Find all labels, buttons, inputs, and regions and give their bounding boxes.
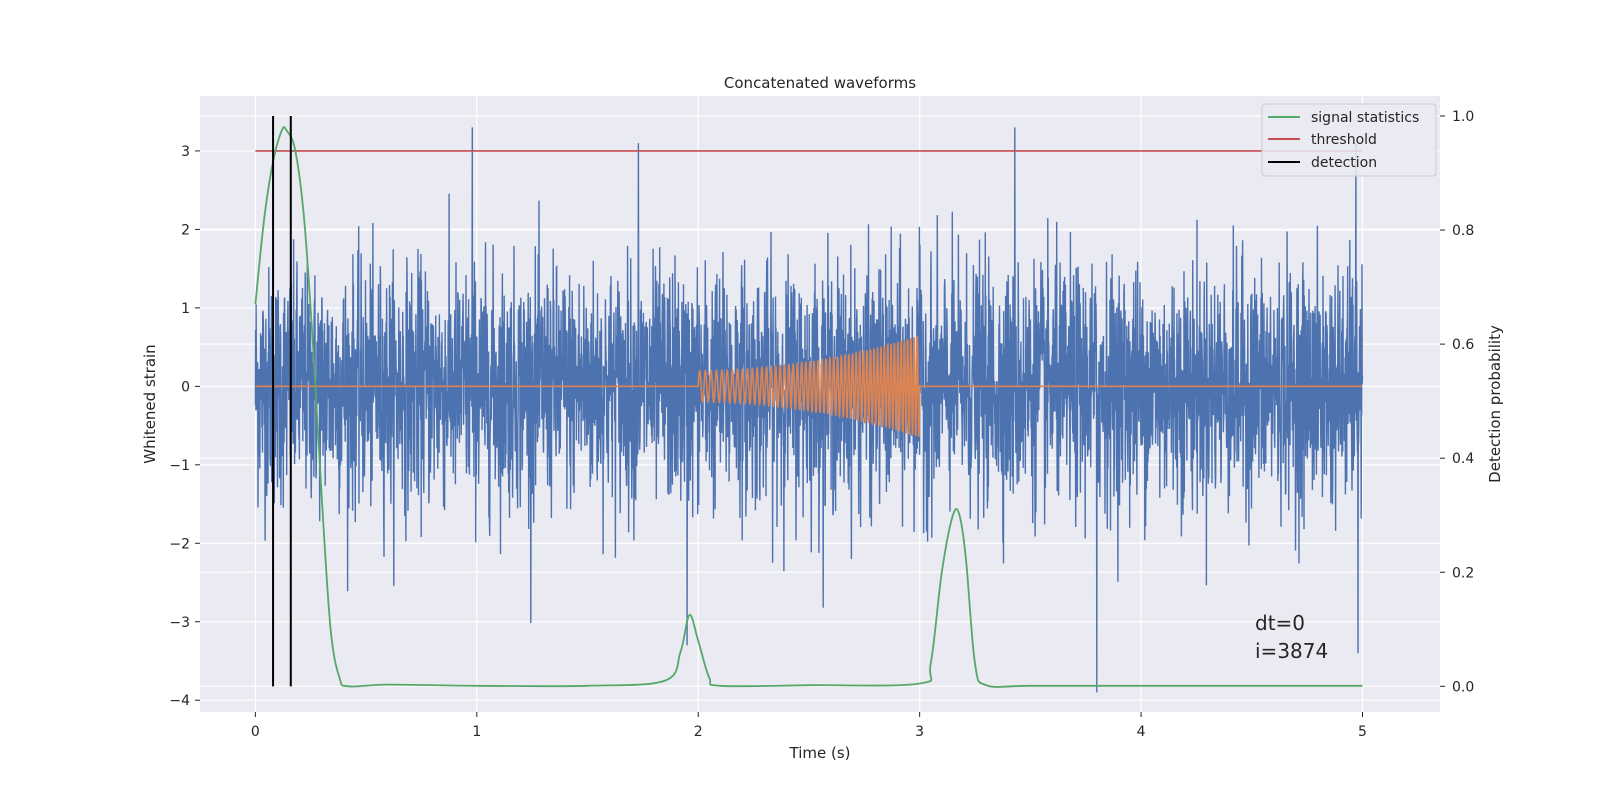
x-tick-label: 2 (694, 724, 703, 740)
series-template (255, 336, 1363, 438)
y-tick-label: 2 (181, 222, 190, 238)
y-right-tick-label: 0.6 (1452, 337, 1474, 353)
y-right-tick-label: 0.8 (1452, 223, 1474, 239)
y-axis-label: Whitened strain (141, 344, 159, 463)
y-tick-label: −1 (169, 458, 190, 474)
x-axis: 0 1 2 3 4 5 (251, 712, 1367, 740)
y-right-tick-label: 1.0 (1452, 109, 1474, 125)
x-tick-label: 3 (915, 724, 924, 740)
y-tick-label: −2 (169, 536, 190, 552)
series-signal-statistics (254, 126, 1363, 688)
y-tick-label: 3 (181, 144, 190, 160)
y-right-tick-label: 0.4 (1452, 451, 1474, 467)
legend-box (1261, 103, 1437, 177)
y-tick-label: −3 (169, 615, 190, 631)
y-tick-label: 0 (181, 379, 190, 395)
chart-title: Concatenated waveforms (724, 74, 916, 92)
y-right-tick-label: 0.0 (1452, 679, 1474, 695)
x-tick-label: 5 (1358, 724, 1367, 740)
y-right-tick-label: 0.2 (1452, 565, 1474, 581)
x-axis-label: Time (s) (789, 744, 851, 762)
y-axis-right: 0.0 0.2 0.4 0.6 0.8 1.0 (1440, 109, 1474, 695)
y-tick-label: 1 (181, 301, 190, 317)
legend-label-detection: detection (1311, 155, 1377, 171)
y-axis-right-label: Detection probability (1486, 325, 1504, 483)
annotation-block: dt=0 i=3874 (1255, 611, 1328, 663)
plot-area (254, 115, 1364, 693)
annotation-dt: dt=0 (1255, 611, 1305, 635)
y-tick-label: −4 (169, 693, 190, 709)
x-tick-label: 4 (1137, 724, 1146, 740)
series-strain (254, 127, 1364, 693)
annotation-index: i=3874 (1255, 639, 1328, 663)
legend-label-signal-statistics: signal statistics (1311, 110, 1419, 126)
legend-label-threshold: threshold (1311, 132, 1377, 148)
x-tick-label: 0 (251, 724, 260, 740)
x-tick-label: 1 (472, 724, 481, 740)
legend: signal statistics threshold detection (1261, 103, 1437, 177)
y-axis-left: −4 −3 −2 −1 0 1 2 3 (169, 144, 200, 709)
